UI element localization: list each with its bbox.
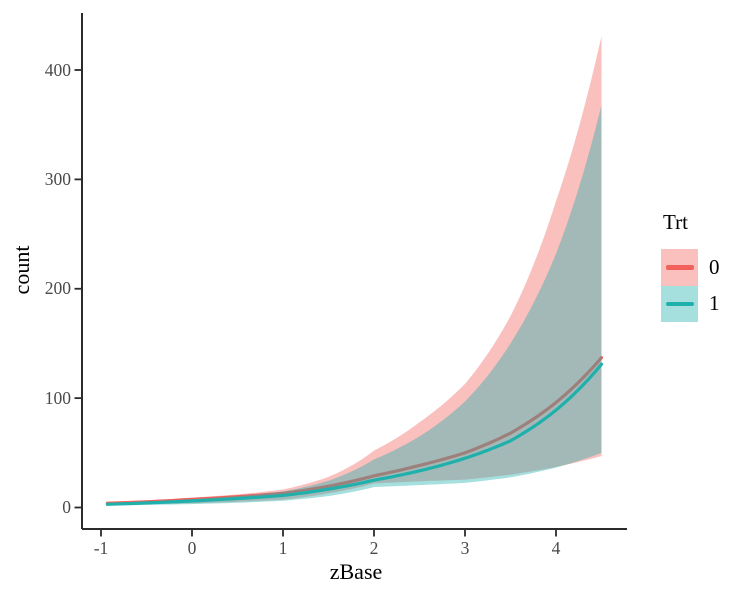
x-tick-label: 4 [551,538,561,558]
x-tick-label: 0 [187,538,197,558]
legend-swatch-trt0 [661,249,698,286]
axes [74,13,627,537]
legend-label-trt1: 1 [709,291,720,316]
legend-line-icon-trt0 [665,265,694,270]
legend-line-icon-trt1 [665,301,694,306]
y-tick-label: 0 [62,497,71,517]
y-tick-label: 400 [44,59,71,80]
y-tick-label: 200 [44,278,71,299]
legend-title: Trt [663,210,688,234]
x-tick-label: 1 [278,538,288,558]
x-tick-label: -1 [93,538,109,558]
legend-entry-trt1: 1 [661,285,720,322]
legend: Trt 0 1 [661,212,720,322]
x-tick-label: 2 [369,538,379,558]
legend-entry-trt0: 0 [661,249,720,286]
y-tick-label: 300 [44,168,71,189]
legend-keys: 0 1 [661,249,720,322]
line-trt1 [105,362,604,506]
ribbon-trt0 [107,36,602,505]
ribbon-trt1 [107,105,602,506]
x-tick-label: 3 [460,538,470,558]
x-axis-title: zBase [329,559,383,584]
legend-swatch-trt1 [661,285,698,322]
legend-label-trt0: 0 [709,254,720,279]
y-tick-label: 100 [44,387,71,408]
